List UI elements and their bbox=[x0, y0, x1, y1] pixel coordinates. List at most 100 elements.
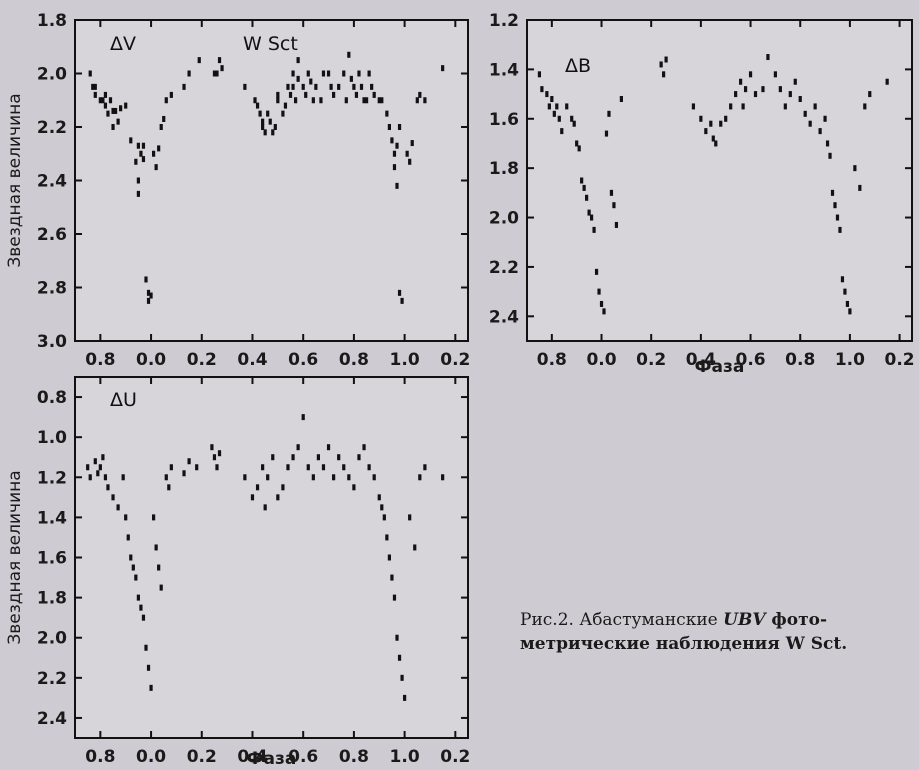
data-point bbox=[868, 91, 872, 98]
data-point bbox=[86, 464, 90, 471]
data-point bbox=[106, 110, 110, 117]
data-point bbox=[803, 110, 807, 117]
data-point bbox=[582, 184, 586, 191]
data-point bbox=[397, 124, 402, 130]
data-point bbox=[352, 83, 356, 90]
panel-delta-b: 1.2 1.4 1.6 1.8 2.0 2.2 2.4 0.8 0.0 0.2 0.4 0.6 0.8 1… bbox=[489, 11, 915, 377]
y-tick-label: 1.8 bbox=[37, 589, 67, 609]
data-point bbox=[342, 464, 346, 471]
data-point bbox=[182, 83, 186, 90]
data-point bbox=[149, 684, 153, 691]
data-point bbox=[405, 150, 409, 157]
data-point bbox=[743, 86, 748, 93]
data-point bbox=[385, 110, 389, 117]
data-point bbox=[843, 288, 847, 295]
data-point bbox=[141, 156, 146, 163]
data-point bbox=[152, 150, 156, 157]
data-point bbox=[748, 71, 753, 78]
data-point bbox=[98, 464, 102, 471]
data-point bbox=[101, 454, 105, 461]
data-point bbox=[134, 158, 138, 165]
data-point bbox=[570, 115, 574, 122]
data-point bbox=[103, 474, 108, 481]
x-tick-label: 0.6 bbox=[735, 350, 765, 370]
data-point bbox=[255, 102, 260, 109]
data-point bbox=[555, 103, 559, 110]
data-point bbox=[288, 91, 293, 98]
data-point bbox=[301, 414, 305, 421]
data-point bbox=[113, 107, 118, 114]
data-point bbox=[154, 164, 158, 171]
data-point bbox=[704, 128, 708, 135]
data-point bbox=[286, 83, 290, 90]
data-point bbox=[136, 177, 140, 184]
data-point bbox=[162, 115, 166, 122]
data-point bbox=[602, 308, 606, 315]
data-point bbox=[545, 91, 549, 98]
data-point bbox=[352, 484, 356, 491]
x-tick-label: 0.0 bbox=[136, 747, 166, 767]
data-point bbox=[93, 91, 97, 98]
data-point bbox=[309, 78, 313, 85]
panel-annotation: ΔV bbox=[110, 33, 136, 55]
data-point bbox=[778, 86, 782, 93]
data-point bbox=[187, 458, 191, 465]
data-point bbox=[552, 110, 556, 117]
data-point bbox=[321, 70, 326, 77]
panel-annotation: W Sct bbox=[243, 33, 298, 55]
data-point bbox=[261, 124, 265, 130]
data-point bbox=[659, 61, 663, 68]
data-point bbox=[572, 120, 576, 127]
data-point bbox=[146, 664, 151, 671]
data-point bbox=[281, 484, 285, 491]
data-point bbox=[276, 494, 280, 501]
data-point bbox=[560, 128, 564, 135]
data-point bbox=[154, 544, 158, 551]
y-tick-label: 2.0 bbox=[37, 65, 67, 85]
data-point bbox=[362, 444, 366, 451]
data-point bbox=[271, 129, 275, 136]
data-point bbox=[423, 97, 427, 104]
data-point bbox=[362, 97, 366, 104]
data-point bbox=[357, 454, 361, 461]
data-point bbox=[547, 103, 551, 110]
data-point bbox=[250, 494, 255, 501]
data-point bbox=[124, 514, 128, 521]
data-point bbox=[326, 444, 331, 451]
data-point bbox=[108, 97, 113, 104]
data-point bbox=[729, 103, 733, 110]
data-point bbox=[329, 83, 333, 90]
data-point bbox=[164, 474, 168, 481]
data-point bbox=[828, 152, 832, 159]
data-point bbox=[372, 474, 376, 481]
data-point bbox=[848, 308, 852, 315]
data-point bbox=[612, 202, 616, 209]
data-point bbox=[833, 202, 837, 209]
data-point bbox=[423, 464, 427, 471]
panel-delta-v: 1.8 2.0 2.2 2.4 2.6 2.8 3.0 0.8 0.0 0.2 0.4 0.6 0.8 1… bbox=[5, 11, 470, 370]
x-tick-label: 0.6 bbox=[288, 350, 318, 370]
data-point bbox=[699, 115, 703, 122]
data-point bbox=[321, 464, 326, 471]
data-point bbox=[314, 83, 318, 90]
data-point bbox=[395, 182, 399, 189]
data-point bbox=[258, 110, 262, 117]
data-point bbox=[291, 454, 295, 461]
x-tick-label: 0.4 bbox=[686, 350, 716, 370]
x-tick-label: 0.2 bbox=[187, 747, 217, 767]
data-point bbox=[845, 300, 850, 307]
panel-annotation: ΔB bbox=[565, 55, 591, 77]
data-point bbox=[103, 102, 108, 109]
data-point bbox=[301, 83, 305, 90]
data-point bbox=[159, 584, 163, 591]
data-point bbox=[592, 226, 596, 233]
data-point bbox=[146, 297, 151, 304]
data-point bbox=[220, 65, 224, 72]
data-point bbox=[157, 145, 161, 152]
x-tick-label: 0.0 bbox=[136, 350, 166, 370]
plot-frame bbox=[74, 19, 469, 342]
data-point bbox=[283, 102, 288, 109]
data-point bbox=[111, 124, 115, 130]
data-point bbox=[291, 83, 295, 90]
data-point bbox=[212, 70, 217, 77]
